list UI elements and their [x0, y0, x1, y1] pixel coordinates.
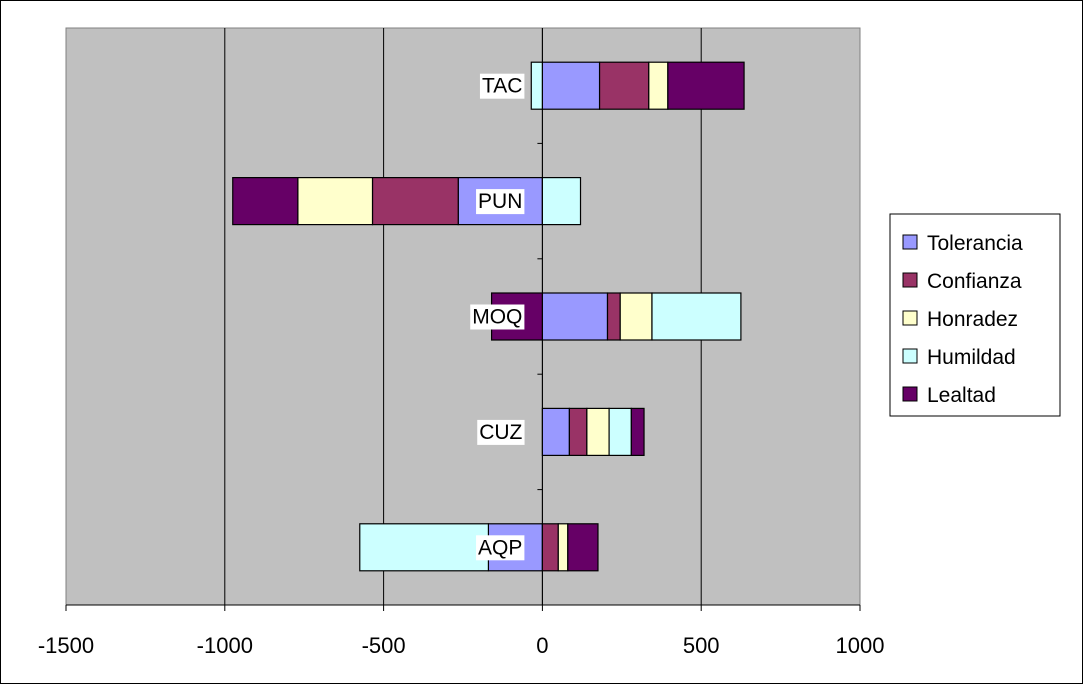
bar-moq-tolerancia: [541, 292, 609, 341]
bar-tac-honradez: [648, 61, 669, 110]
category-label-bg-cuz: [477, 419, 525, 445]
bar-moq-confianza: [606, 292, 621, 341]
bar-tac-lealtad: [667, 61, 745, 110]
bar-tac-tolerancia: [541, 61, 601, 110]
category-label-pun: PUN: [478, 190, 522, 213]
bar-cuz-humildad: [608, 407, 632, 456]
bar-cuz-lealtad: [630, 407, 645, 456]
x-tick-label--1000: -1000: [197, 633, 253, 658]
legend-swatch-honradez: [902, 310, 918, 326]
labels-layer: AQP CUZ MOQ PUN TAC: [470, 73, 525, 561]
category-label-bg-aqp: [476, 535, 525, 561]
bar-cuz-confianza: [568, 407, 588, 456]
legend-label-honradez: Honradez: [927, 308, 1018, 331]
bar-moq-honradez: [619, 292, 653, 341]
category-label-bg-moq: [470, 304, 525, 330]
category-label-aqp: AQP: [478, 536, 522, 559]
category-label-moq: MOQ: [472, 306, 522, 329]
legend-label-humildad: Humildad: [927, 346, 1016, 369]
category-label-tac: TAC: [482, 75, 522, 98]
legend-label-lealtad: Lealtad: [927, 384, 996, 407]
legend: Tolerancia Confianza Honradez Humildad Lealt…: [889, 213, 1061, 417]
legend-label-tolerancia: Tolerancia: [927, 232, 1023, 255]
bar-aqp-humildad: [359, 523, 490, 572]
legend-swatch-humildad: [902, 348, 918, 364]
x-tick-label--1500: -1500: [38, 633, 94, 658]
bar-pun-lealtad: [232, 177, 299, 226]
bar-aqp-confianza: [541, 523, 559, 572]
bar-tac-confianza: [598, 61, 650, 110]
legend-swatch-tolerancia: [902, 234, 918, 250]
bar-aqp-lealtad: [567, 523, 599, 572]
legend-swatch-lealtad: [902, 386, 918, 402]
x-tick-label-1000: 1000: [836, 633, 885, 658]
bar-pun-humildad: [541, 177, 582, 226]
bar-aqp-honradez: [557, 523, 569, 572]
axes-layer: -1500 -1000 -500 0 500 1000: [38, 28, 885, 658]
legend-box: [889, 213, 1061, 417]
legend-swatch-confianza: [902, 272, 918, 288]
category-label-cuz: CUZ: [479, 421, 522, 444]
bar-pun-confianza: [371, 177, 459, 226]
bar-moq-humildad: [651, 292, 742, 341]
bar-pun-honradez: [297, 177, 374, 226]
bar-cuz-honradez: [586, 407, 610, 456]
category-label-bg-tac: [479, 73, 525, 99]
category-label-bg-pun: [476, 189, 525, 215]
x-tick-label-0: 0: [536, 633, 548, 658]
bar-tac-humildad: [530, 61, 543, 110]
bars-layer: [232, 61, 745, 572]
x-tick-label--500: -500: [362, 633, 406, 658]
bar-cuz-tolerancia: [541, 407, 570, 456]
x-tick-label-500: 500: [683, 633, 720, 658]
legend-label-confianza: Confianza: [927, 270, 1022, 293]
